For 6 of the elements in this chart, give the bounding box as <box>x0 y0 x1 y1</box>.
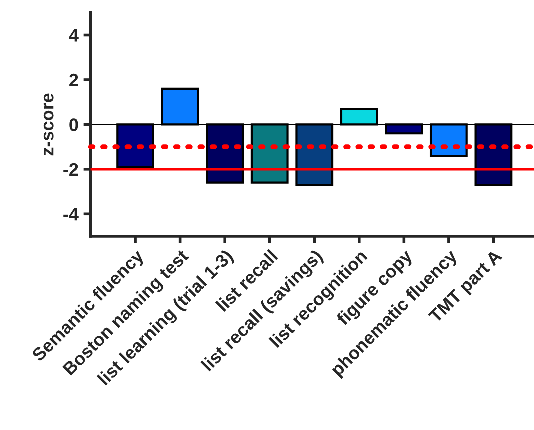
y-tick-label: -2 <box>64 163 78 176</box>
y-tick-label: 0 <box>70 118 78 132</box>
y-tick-label: -4 <box>64 208 79 221</box>
y-axis-title: z-score <box>44 94 54 156</box>
y-tick-label: 4 <box>69 29 79 42</box>
y-tick-label: 2 <box>70 74 78 87</box>
